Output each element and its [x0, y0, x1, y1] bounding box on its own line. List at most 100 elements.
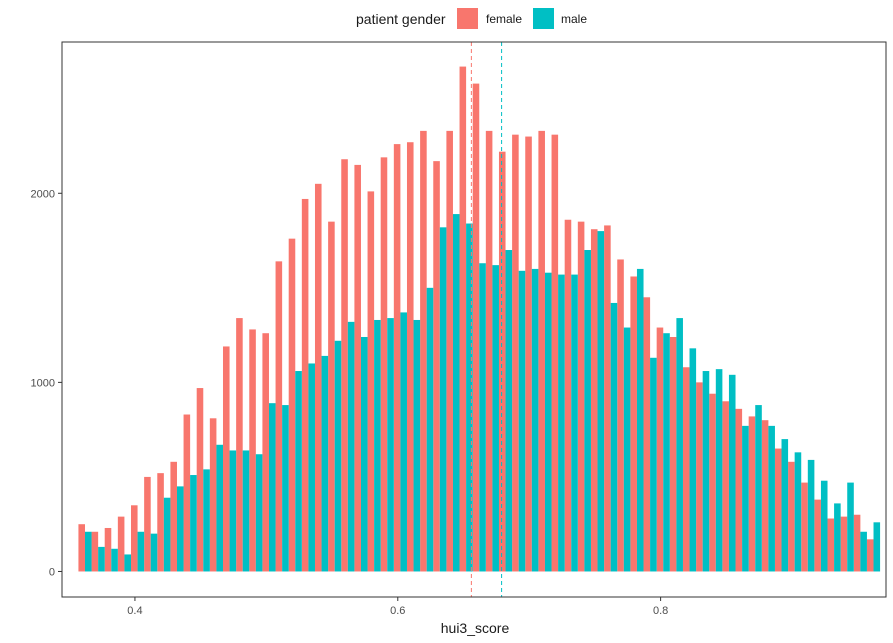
bar-male-11 [229, 450, 237, 572]
legend-key-male [533, 8, 554, 29]
bar-male-8 [190, 475, 197, 572]
bar-male-20 [347, 321, 355, 572]
bar-female-44 [656, 327, 664, 572]
bar-male-52 [768, 425, 775, 572]
bar-male-58 [847, 482, 854, 572]
bar-female-21 [354, 164, 361, 572]
bar-female-11 [222, 346, 230, 572]
bar-female-6 [157, 473, 164, 572]
bar-male-9 [203, 469, 210, 572]
bar-male-28 [452, 214, 460, 572]
bar-female-26 [420, 130, 427, 572]
legend-label-male: male [561, 12, 587, 26]
bar-male-27 [439, 227, 447, 572]
bar-male-54 [794, 452, 802, 572]
bar-male-44 [663, 333, 670, 572]
bar-male-3 [124, 554, 131, 572]
bar-female-3 [117, 516, 125, 572]
bars-layer [78, 66, 881, 572]
bar-male-21 [360, 336, 368, 572]
bar-male-40 [610, 302, 618, 572]
bar-female-14 [262, 333, 269, 572]
panel-border [61, 41, 887, 598]
bar-male-25 [413, 319, 421, 572]
reference-lines [470, 42, 503, 597]
bar-female-46 [682, 367, 690, 572]
bar-female-31 [485, 130, 493, 572]
bar-male-39 [597, 231, 605, 572]
bar-male-38 [584, 250, 591, 572]
bar-female-45 [669, 336, 677, 572]
bar-female-0 [78, 524, 85, 572]
bar-male-47 [702, 371, 710, 572]
bar-male-4 [137, 531, 145, 572]
bar-male-5 [150, 533, 158, 572]
bar-female-47 [696, 382, 703, 572]
bar-male-45 [676, 318, 683, 572]
bar-female-38 [577, 221, 585, 572]
bar-male-1 [98, 546, 105, 572]
bar-female-24 [393, 144, 401, 572]
bar-male-22 [374, 319, 381, 572]
bar-female-55 [801, 482, 808, 572]
bar-female-54 [788, 461, 795, 572]
bar-female-8 [183, 414, 191, 572]
bar-female-34 [525, 136, 532, 572]
legend-key-female [457, 8, 478, 29]
bar-female-30 [472, 83, 480, 572]
bar-female-12 [236, 318, 243, 572]
bar-female-17 [301, 198, 309, 572]
legend-title: patient gender [356, 11, 446, 27]
bar-female-48 [709, 393, 716, 572]
x-tick-label: 0.4 [127, 605, 142, 617]
bar-female-32 [498, 151, 506, 572]
bar-female-16 [288, 238, 296, 572]
bar-male-59 [860, 531, 867, 572]
bar-male-51 [755, 405, 762, 572]
bar-male-34 [531, 268, 539, 572]
bar-female-23 [380, 157, 388, 572]
bar-female-7 [170, 461, 177, 572]
bar-male-37 [571, 274, 578, 572]
bar-male-30 [479, 263, 486, 572]
y-tick-label: 2000 [31, 188, 55, 200]
bar-male-6 [163, 497, 171, 572]
bar-female-19 [328, 221, 335, 572]
bar-female-1 [91, 531, 99, 572]
bar-male-48 [715, 369, 723, 572]
bar-female-43 [643, 297, 651, 572]
bar-male-0 [85, 531, 92, 572]
bar-female-50 [735, 408, 743, 572]
bar-male-60 [873, 522, 881, 572]
bar-male-33 [518, 270, 526, 572]
bar-male-18 [321, 355, 329, 572]
bar-female-49 [722, 401, 729, 572]
bar-female-4 [131, 505, 138, 572]
bar-female-15 [275, 261, 283, 572]
legend-label-female: female [486, 12, 522, 26]
bar-male-13 [255, 454, 263, 572]
bar-male-24 [400, 312, 407, 572]
bar-male-43 [650, 357, 657, 572]
bar-female-33 [512, 134, 519, 572]
bar-male-50 [742, 425, 749, 572]
bar-male-57 [834, 503, 841, 572]
bar-male-7 [176, 486, 184, 572]
bar-male-55 [807, 459, 815, 572]
y-axis: 0 1000 2000 [31, 188, 62, 578]
bar-male-42 [636, 268, 644, 572]
legend: patient gender female male [356, 8, 587, 29]
x-axis: 0.4 0.6 0.8 [127, 597, 668, 617]
bar-female-39 [590, 229, 598, 572]
bar-female-58 [840, 516, 848, 572]
bar-male-12 [242, 450, 250, 572]
bar-female-60 [866, 539, 874, 572]
bar-female-35 [538, 130, 545, 572]
bar-female-13 [249, 329, 256, 572]
bar-female-42 [630, 276, 637, 572]
bar-female-40 [604, 225, 611, 572]
bar-male-16 [295, 371, 302, 572]
bar-male-2 [111, 548, 118, 572]
bar-female-9 [196, 388, 204, 572]
